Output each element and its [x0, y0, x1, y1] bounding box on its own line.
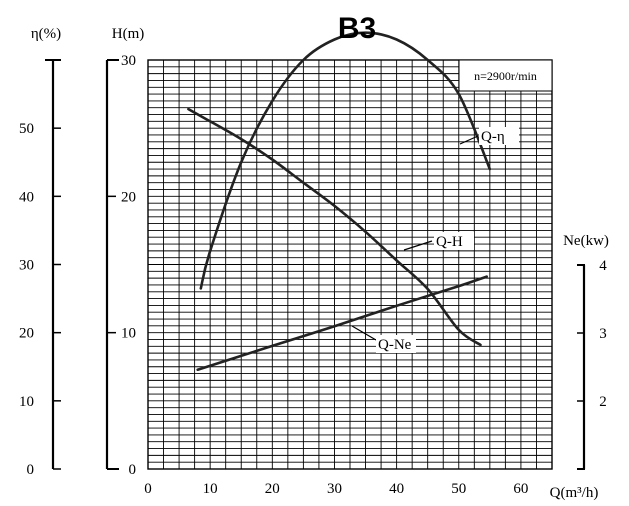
head-tick-label: 0	[129, 462, 137, 478]
eta-tick-label: 0	[27, 462, 35, 478]
head-axis-label: H(m)	[112, 26, 145, 42]
x-tick-label: 10	[203, 481, 218, 497]
eta-tick-label: 10	[19, 394, 34, 410]
x-tick-label: 60	[513, 481, 528, 497]
eta-tick-label: 40	[19, 189, 34, 205]
power-tick-label: 2	[599, 394, 607, 410]
x-tick-label: 50	[451, 481, 466, 497]
head-tick-label: 20	[121, 189, 136, 205]
series-leader-q-eta	[460, 136, 478, 144]
series-label-q-eta: Q-η	[481, 129, 505, 145]
x-tick-label: 0	[144, 481, 152, 497]
x-axis-label: Q(m³/h)	[550, 485, 599, 501]
power-axis-label: Ne(kw)	[563, 233, 609, 249]
x-tick-label: 30	[327, 481, 342, 497]
speed-label: n=2900r/min	[474, 69, 537, 83]
head-tick-label: 30	[121, 53, 136, 69]
power-tick-label: 3	[599, 326, 607, 342]
chart-title: B3	[338, 12, 376, 45]
power-tick-label: 4	[599, 258, 607, 274]
head-tick-label: 10	[121, 326, 136, 342]
eta-tick-label: 20	[19, 326, 34, 342]
eta-tick-label: 50	[19, 121, 34, 137]
series-label-q-ne: Q-Ne	[378, 337, 412, 353]
series-label-q-h: Q-H	[436, 234, 463, 250]
series-line-q-eta	[201, 33, 490, 289]
eta-axis-label: η(%)	[31, 26, 61, 42]
eta-tick-label: 30	[19, 258, 34, 274]
x-tick-label: 40	[389, 481, 404, 497]
x-tick-label: 20	[265, 481, 280, 497]
